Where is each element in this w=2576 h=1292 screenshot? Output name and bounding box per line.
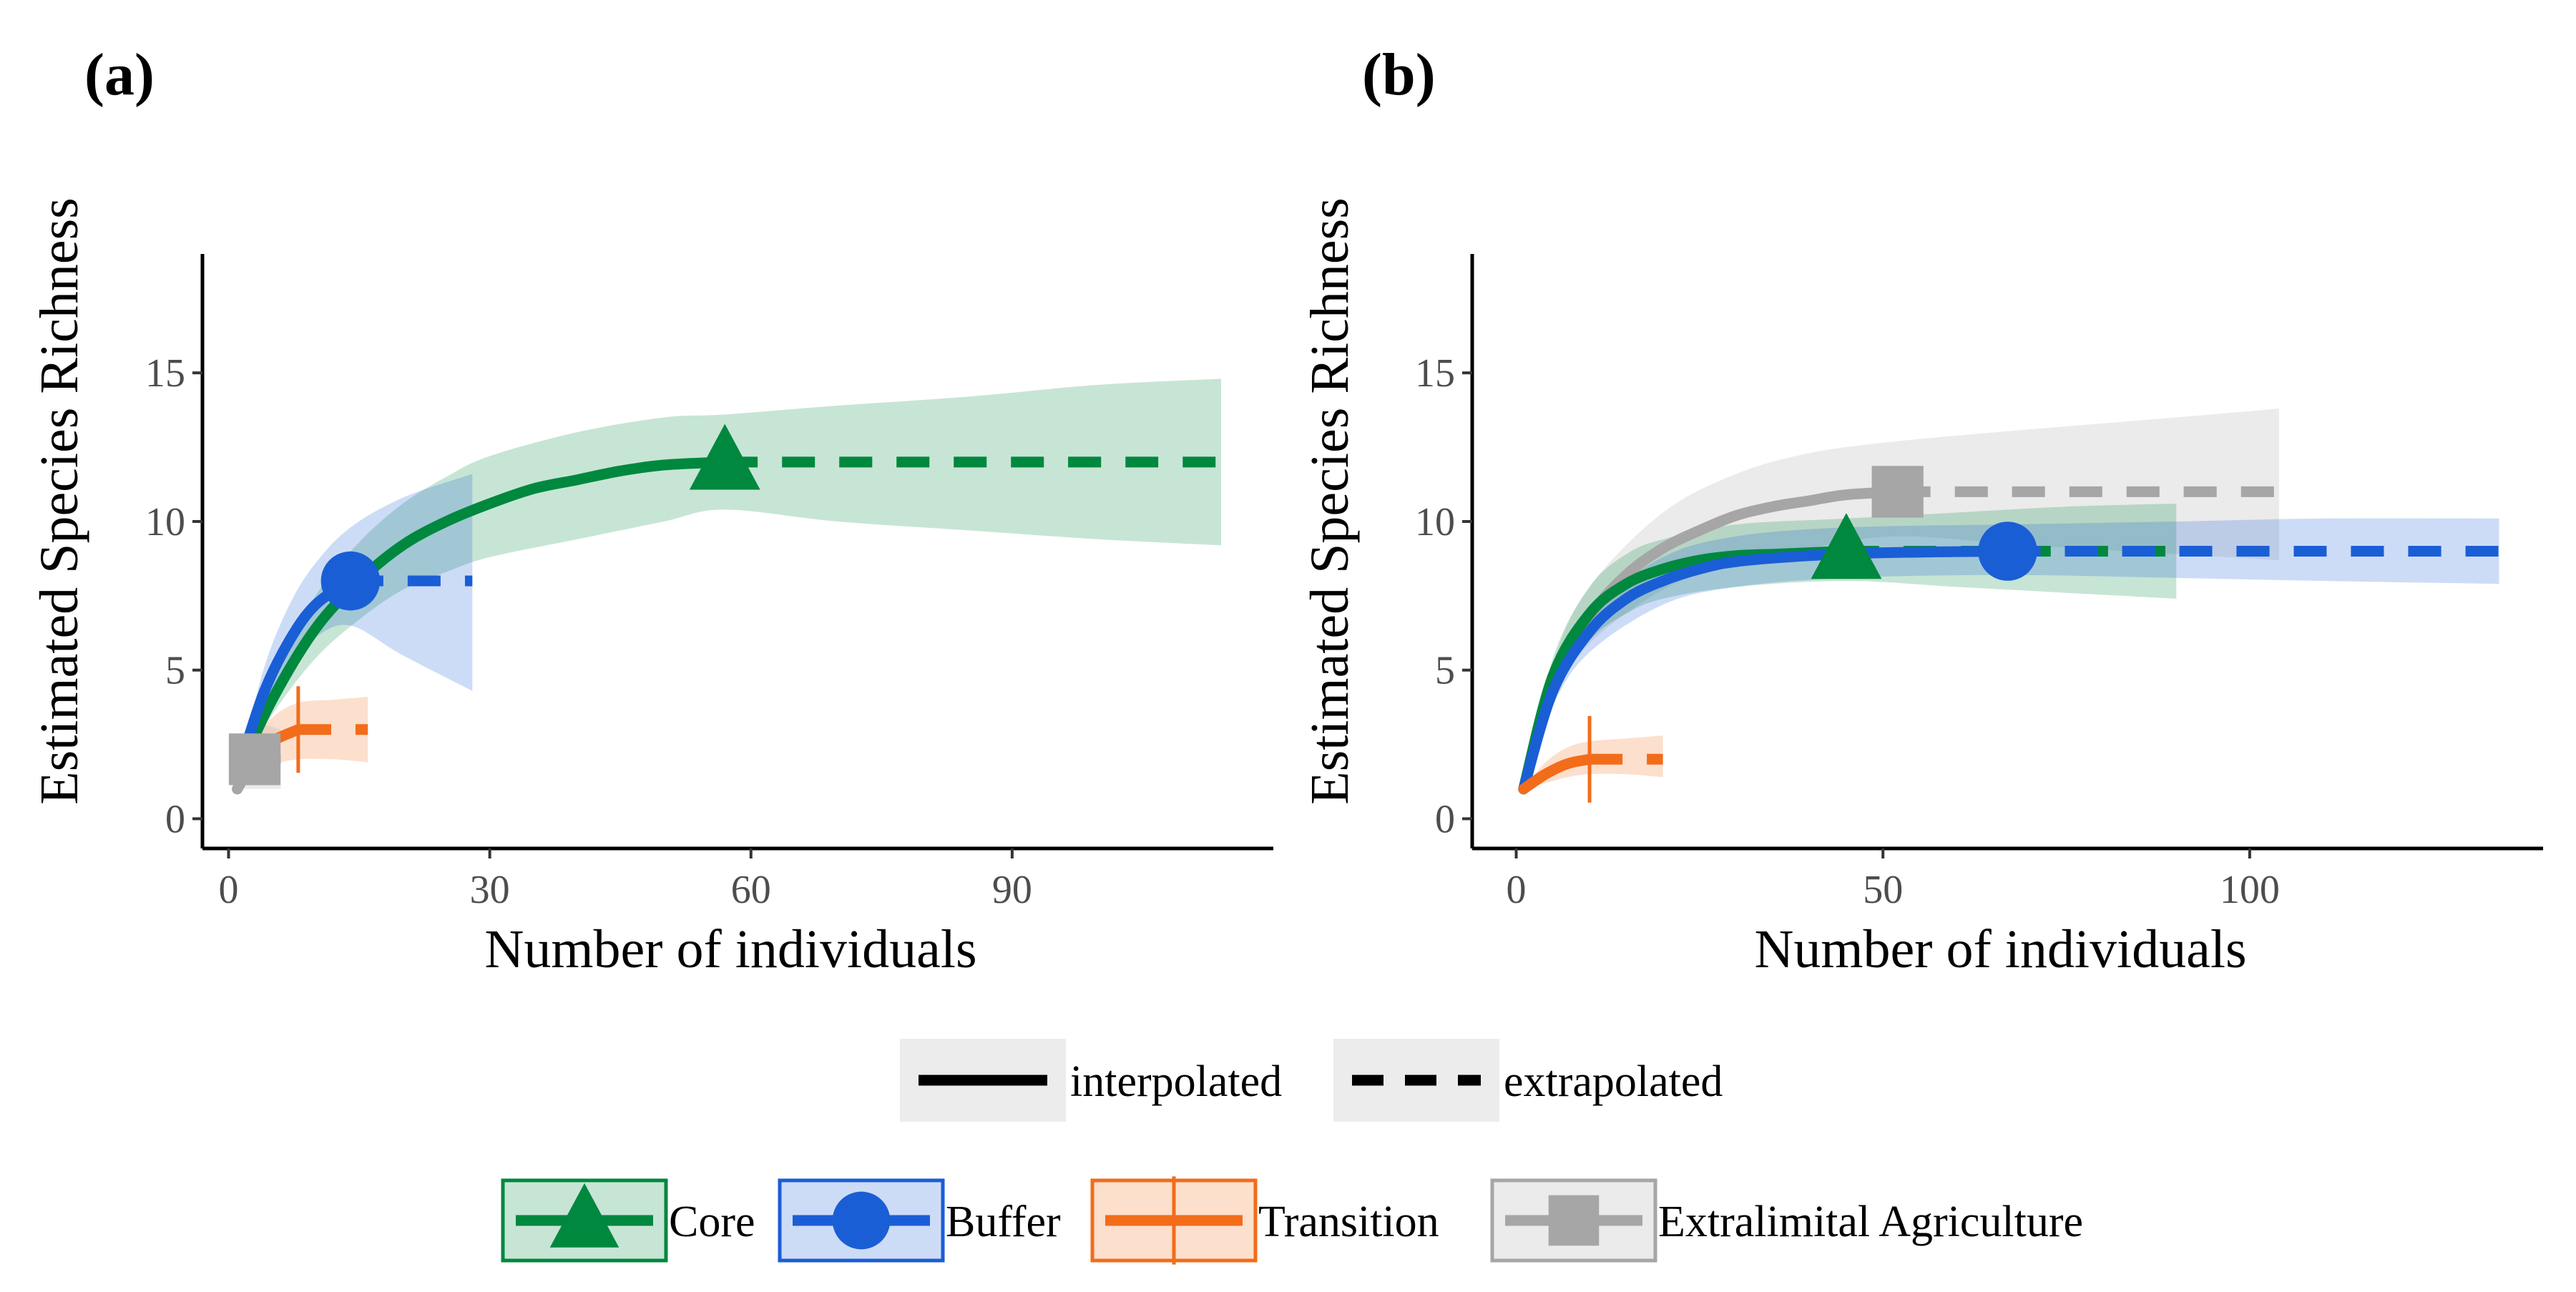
observed-point-core <box>1811 513 1882 579</box>
x-tick-label: 30 <box>470 868 510 912</box>
legend-label-transition: Transition <box>1258 1198 1439 1246</box>
y-tick-label: 15 <box>1415 351 1455 396</box>
legend-marker-extralimital-agriculture <box>1548 1195 1600 1246</box>
x-axis-title: Number of individuals <box>484 919 976 979</box>
y-tick-label: 5 <box>165 649 185 693</box>
legend-label-core: Core <box>669 1198 755 1246</box>
legend-marker-core <box>549 1183 619 1248</box>
legend-label-interpolated: interpolated <box>1070 1057 1282 1106</box>
y-tick-label: 0 <box>1435 797 1455 841</box>
x-axis-title: Number of individuals <box>1754 919 2246 979</box>
panel-label: (b) <box>1362 41 1436 108</box>
legend-marker-buffer <box>832 1191 891 1250</box>
interpolated-line-buffer <box>1518 546 2013 795</box>
interpolated-line-buffer <box>232 575 356 780</box>
ci-band-buffer <box>237 474 473 775</box>
panel-a: (a) 0 5 10 15 0 30 60 90 Number of individuals Est… <box>29 41 1273 979</box>
interpolated-line-transition <box>1518 753 1595 795</box>
legend-label-extralimital-agriculture: Extralimital Agriculture <box>1658 1198 2083 1246</box>
x-tick-label: 50 <box>1863 868 1903 912</box>
y-tick-label: 15 <box>145 351 185 396</box>
x-tick-label: 0 <box>1507 868 1527 912</box>
x-tick-label: 0 <box>219 868 239 912</box>
y-tick-label: 10 <box>145 500 185 544</box>
legend: interpolated extrapolated Core Buffer Transi… <box>501 1039 2083 1265</box>
observed-point-core <box>689 424 760 490</box>
ci-band-extralimital-agriculture <box>1523 408 2279 789</box>
panel-b: (b) 0 5 10 15 0 50 100 Number of individuals Esti… <box>1300 41 2543 979</box>
x-tick-label: 60 <box>731 868 771 912</box>
y-tick-label: 10 <box>1415 500 1455 544</box>
panel-label: (a) <box>84 41 155 108</box>
observed-point-extralimital-agriculture <box>228 733 281 786</box>
legend-label-buffer: Buffer <box>946 1198 1061 1246</box>
y-axis-title: Estimated Species Richness <box>29 197 89 805</box>
x-tick-label: 100 <box>2220 868 2280 912</box>
ci-band-core <box>237 378 1222 775</box>
y-axis-title: Estimated Species Richness <box>1300 197 1360 805</box>
observed-point-buffer <box>1978 522 2037 581</box>
y-tick-label: 5 <box>1435 649 1455 693</box>
observed-point-buffer <box>320 551 381 611</box>
observed-point-extralimital-agriculture <box>1871 466 1924 518</box>
legend-label-extrapolated: extrapolated <box>1504 1057 1723 1106</box>
y-tick-label: 0 <box>165 797 185 841</box>
x-tick-label: 90 <box>992 868 1032 912</box>
interpolated-line-core <box>232 456 730 780</box>
